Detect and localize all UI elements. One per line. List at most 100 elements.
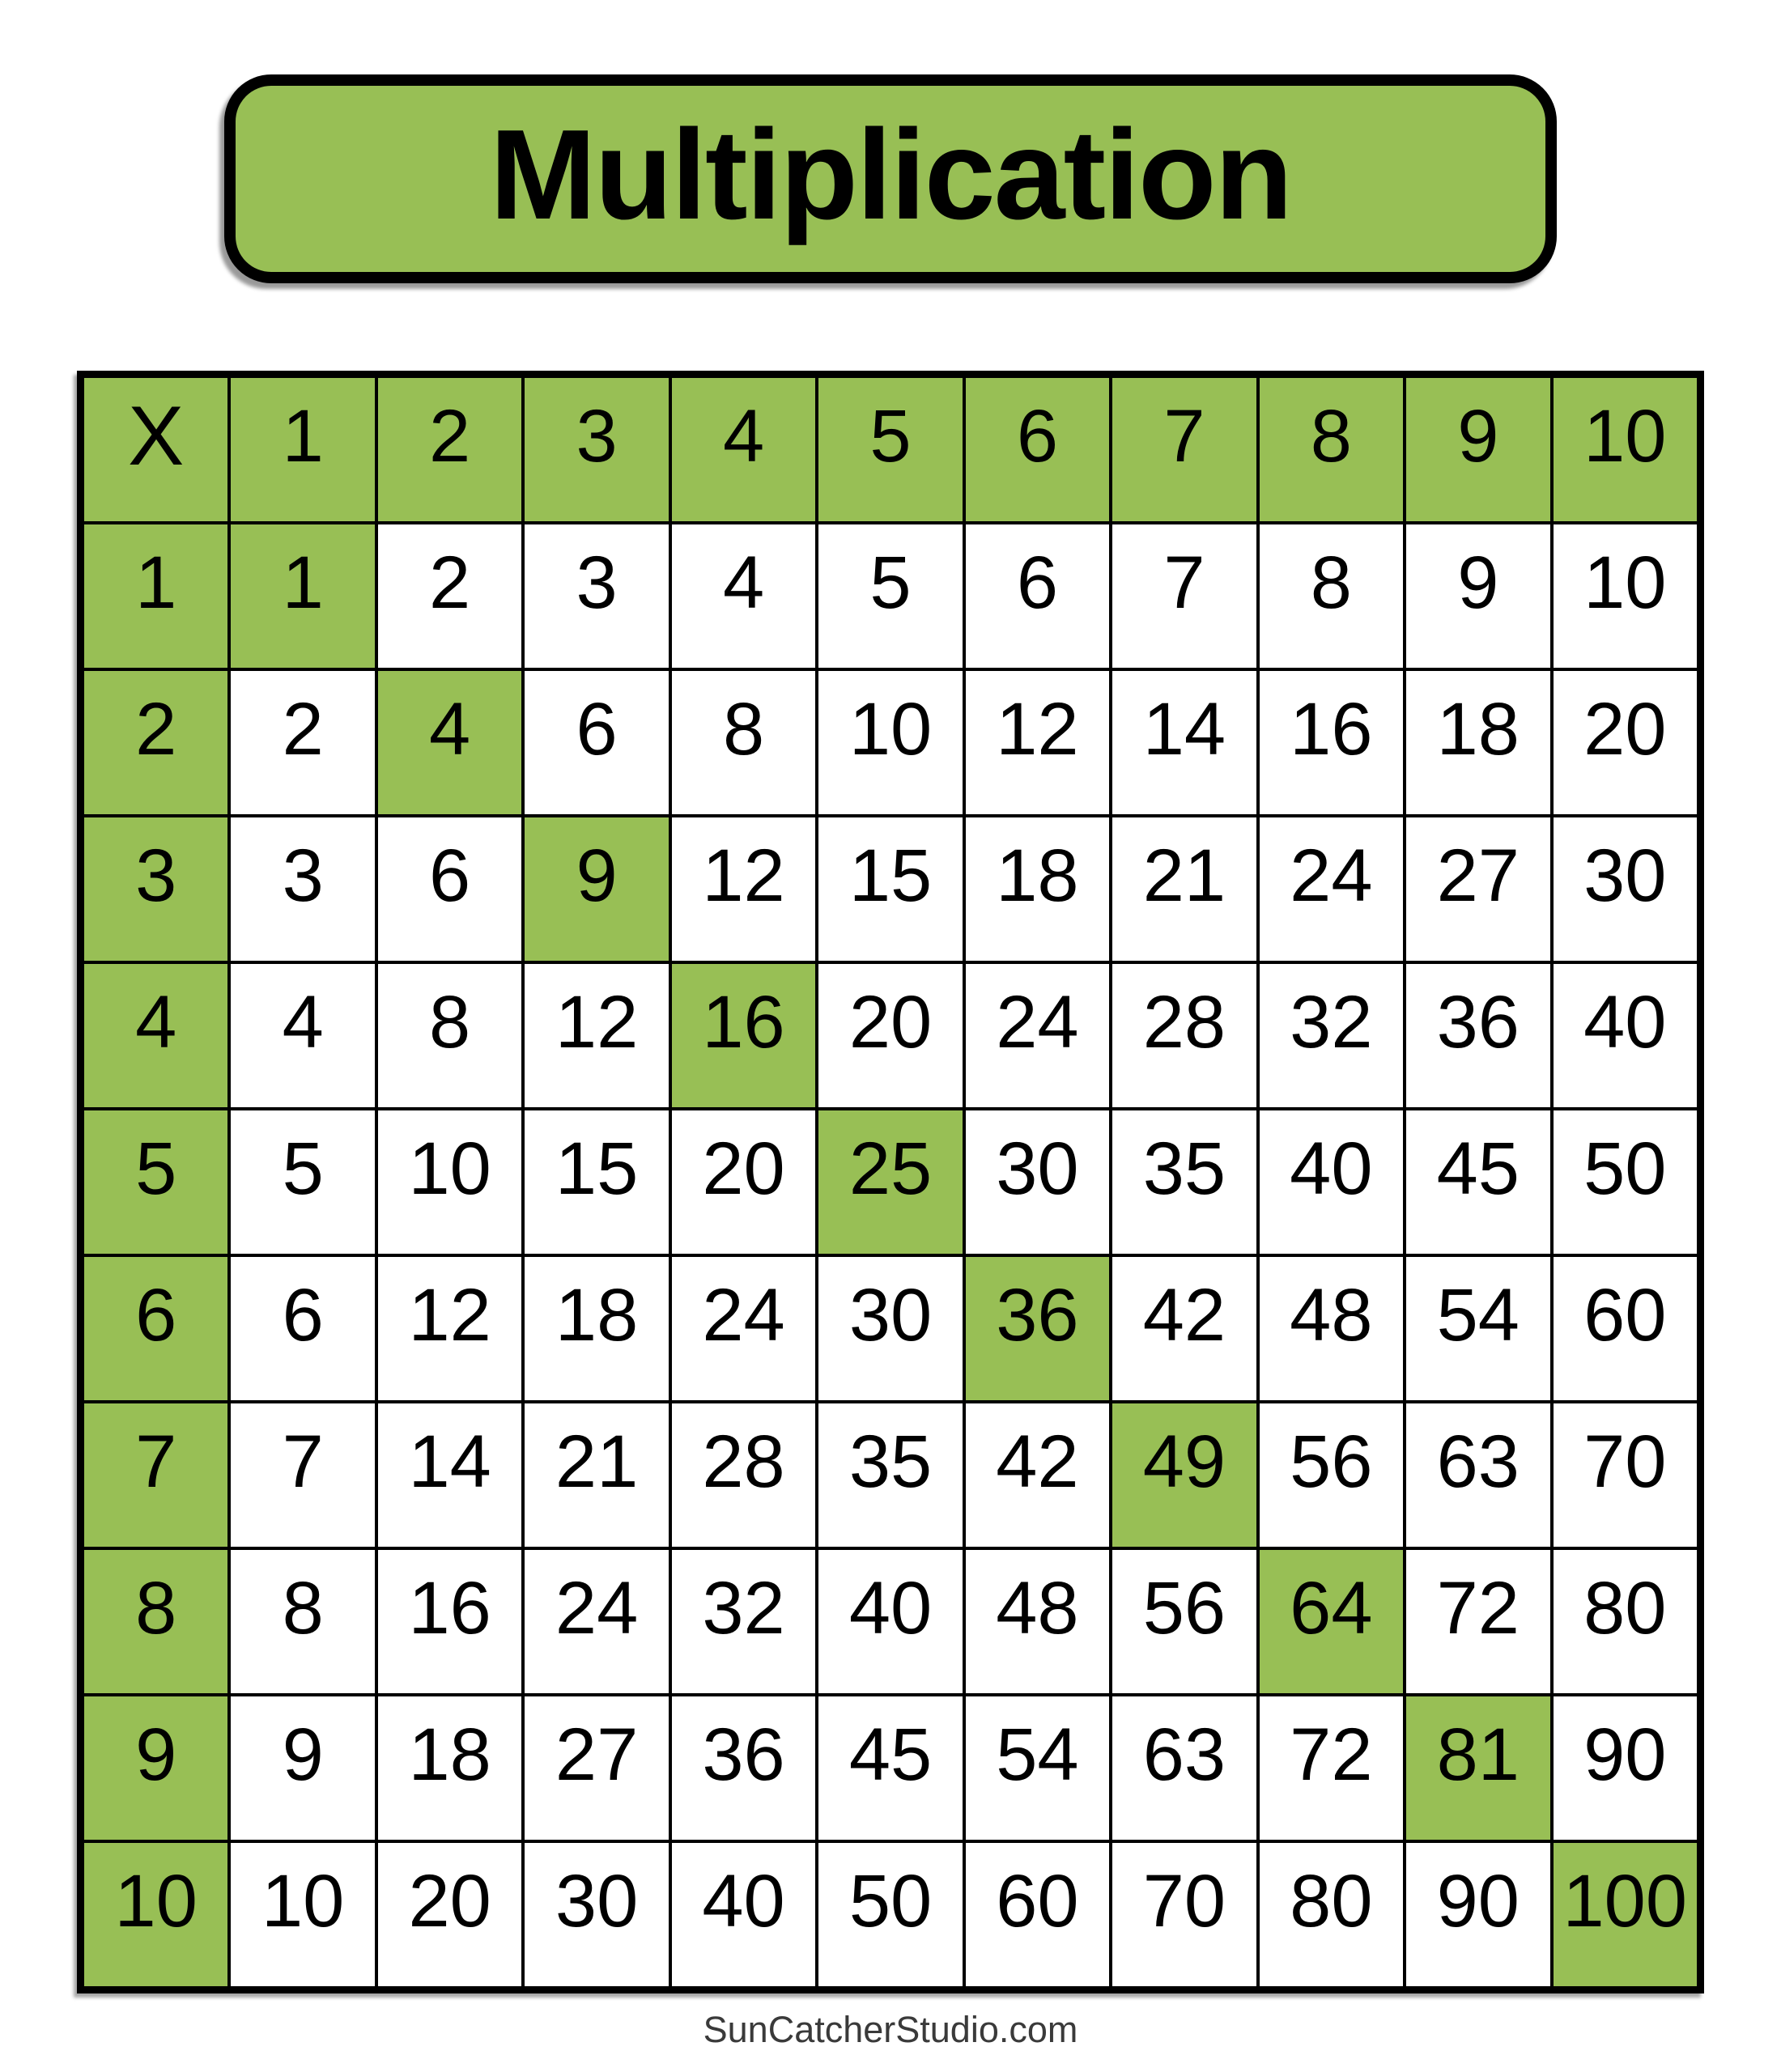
multiplication-table: X 1 2 3 4 5 6 7 8 9 10 1 1 2 3 4 5 6 7 8 9 10 2 2 4 6 8 10 12 14 16 18 2… bbox=[77, 371, 1704, 1993]
product-cell: 72 bbox=[1259, 1696, 1404, 1840]
column-header-cell-10: 10 bbox=[1553, 378, 1697, 521]
product-cell: 28 bbox=[1112, 964, 1256, 1107]
product-cell: 27 bbox=[1406, 817, 1550, 961]
product-cell: 40 bbox=[1553, 964, 1697, 1107]
product-cell: 2 bbox=[231, 671, 375, 814]
product-cell: 30 bbox=[525, 1843, 669, 1986]
product-cell: 36 bbox=[1406, 964, 1550, 1107]
product-cell: 12 bbox=[671, 817, 816, 961]
column-header-cell-5: 5 bbox=[818, 378, 963, 521]
product-cell: 6 bbox=[965, 524, 1110, 668]
product-cell: 9 bbox=[1406, 524, 1550, 668]
row-header-cell-7: 7 bbox=[84, 1403, 228, 1547]
product-cell: 24 bbox=[671, 1257, 816, 1400]
page-title: Multiplication bbox=[489, 104, 1293, 246]
product-cell: 15 bbox=[818, 817, 963, 961]
product-cell: 8 bbox=[671, 671, 816, 814]
product-cell: 48 bbox=[1259, 1257, 1404, 1400]
product-cell: 45 bbox=[1406, 1110, 1550, 1254]
product-cell: 70 bbox=[1553, 1403, 1697, 1547]
product-cell: 24 bbox=[965, 964, 1110, 1107]
product-cell: 42 bbox=[1112, 1257, 1256, 1400]
product-cell: 21 bbox=[1112, 817, 1256, 961]
diagonal-product-cell-3: 9 bbox=[525, 817, 669, 961]
product-cell: 32 bbox=[1259, 964, 1404, 1107]
footer-credit: SunCatcherStudio.com bbox=[703, 2009, 1078, 2050]
row-header-cell-9: 9 bbox=[84, 1696, 228, 1840]
product-cell: 10 bbox=[1553, 524, 1697, 668]
corner-cell: X bbox=[84, 378, 228, 521]
product-cell: 5 bbox=[818, 524, 963, 668]
product-cell: 7 bbox=[231, 1403, 375, 1547]
diagonal-product-cell-7: 49 bbox=[1112, 1403, 1256, 1547]
diagonal-product-cell-1: 1 bbox=[231, 524, 375, 668]
product-cell: 20 bbox=[671, 1110, 816, 1254]
product-cell: 24 bbox=[1259, 817, 1404, 961]
product-cell: 20 bbox=[818, 964, 963, 1107]
column-header-cell-8: 8 bbox=[1259, 378, 1404, 521]
product-cell: 4 bbox=[671, 524, 816, 668]
row-header-cell-5: 5 bbox=[84, 1110, 228, 1254]
product-cell: 5 bbox=[231, 1110, 375, 1254]
column-header-cell-3: 3 bbox=[525, 378, 669, 521]
diagonal-product-cell-10: 100 bbox=[1553, 1843, 1697, 1986]
product-cell: 16 bbox=[1259, 671, 1404, 814]
diagonal-product-cell-2: 4 bbox=[377, 671, 522, 814]
row-header-cell-3: 3 bbox=[84, 817, 228, 961]
product-cell: 90 bbox=[1553, 1696, 1697, 1840]
product-cell: 7 bbox=[1112, 524, 1256, 668]
product-cell: 20 bbox=[1553, 671, 1697, 814]
column-header-cell-9: 9 bbox=[1406, 378, 1550, 521]
product-cell: 10 bbox=[818, 671, 963, 814]
product-cell: 20 bbox=[377, 1843, 522, 1986]
product-cell: 8 bbox=[1259, 524, 1404, 668]
product-cell: 28 bbox=[671, 1403, 816, 1547]
column-header-cell-6: 6 bbox=[965, 378, 1110, 521]
product-cell: 30 bbox=[1553, 817, 1697, 961]
product-cell: 60 bbox=[1553, 1257, 1697, 1400]
product-cell: 18 bbox=[525, 1257, 669, 1400]
product-cell: 21 bbox=[525, 1403, 669, 1547]
row-header-cell-6: 6 bbox=[84, 1257, 228, 1400]
product-cell: 27 bbox=[525, 1696, 669, 1840]
product-cell: 6 bbox=[231, 1257, 375, 1400]
product-cell: 56 bbox=[1112, 1550, 1256, 1693]
product-cell: 12 bbox=[377, 1257, 522, 1400]
column-header-cell-4: 4 bbox=[671, 378, 816, 521]
product-cell: 3 bbox=[525, 524, 669, 668]
product-cell: 3 bbox=[231, 817, 375, 961]
product-cell: 15 bbox=[525, 1110, 669, 1254]
product-cell: 12 bbox=[525, 964, 669, 1107]
product-cell: 40 bbox=[671, 1843, 816, 1986]
product-cell: 70 bbox=[1112, 1843, 1256, 1986]
product-cell: 50 bbox=[818, 1843, 963, 1986]
product-cell: 9 bbox=[231, 1696, 375, 1840]
diagonal-product-cell-5: 25 bbox=[818, 1110, 963, 1254]
column-header-cell-1: 1 bbox=[231, 378, 375, 521]
product-cell: 8 bbox=[377, 964, 522, 1107]
product-cell: 80 bbox=[1553, 1550, 1697, 1693]
product-cell: 63 bbox=[1406, 1403, 1550, 1547]
product-cell: 8 bbox=[231, 1550, 375, 1693]
product-cell: 18 bbox=[377, 1696, 522, 1840]
product-cell: 18 bbox=[965, 817, 1110, 961]
product-cell: 12 bbox=[965, 671, 1110, 814]
product-cell: 40 bbox=[818, 1550, 963, 1693]
column-header-cell-2: 2 bbox=[377, 378, 522, 521]
diagonal-product-cell-8: 64 bbox=[1259, 1550, 1404, 1693]
row-header-cell-10: 10 bbox=[84, 1843, 228, 1986]
row-header-cell-8: 8 bbox=[84, 1550, 228, 1693]
row-header-cell-1: 1 bbox=[84, 524, 228, 668]
product-cell: 63 bbox=[1112, 1696, 1256, 1840]
product-cell: 54 bbox=[1406, 1257, 1550, 1400]
product-cell: 6 bbox=[377, 817, 522, 961]
product-cell: 36 bbox=[671, 1696, 816, 1840]
product-cell: 56 bbox=[1259, 1403, 1404, 1547]
product-cell: 54 bbox=[965, 1696, 1110, 1840]
product-cell: 24 bbox=[525, 1550, 669, 1693]
product-cell: 80 bbox=[1259, 1843, 1404, 1986]
product-cell: 14 bbox=[1112, 671, 1256, 814]
product-cell: 18 bbox=[1406, 671, 1550, 814]
row-header-cell-4: 4 bbox=[84, 964, 228, 1107]
row-header-cell-2: 2 bbox=[84, 671, 228, 814]
